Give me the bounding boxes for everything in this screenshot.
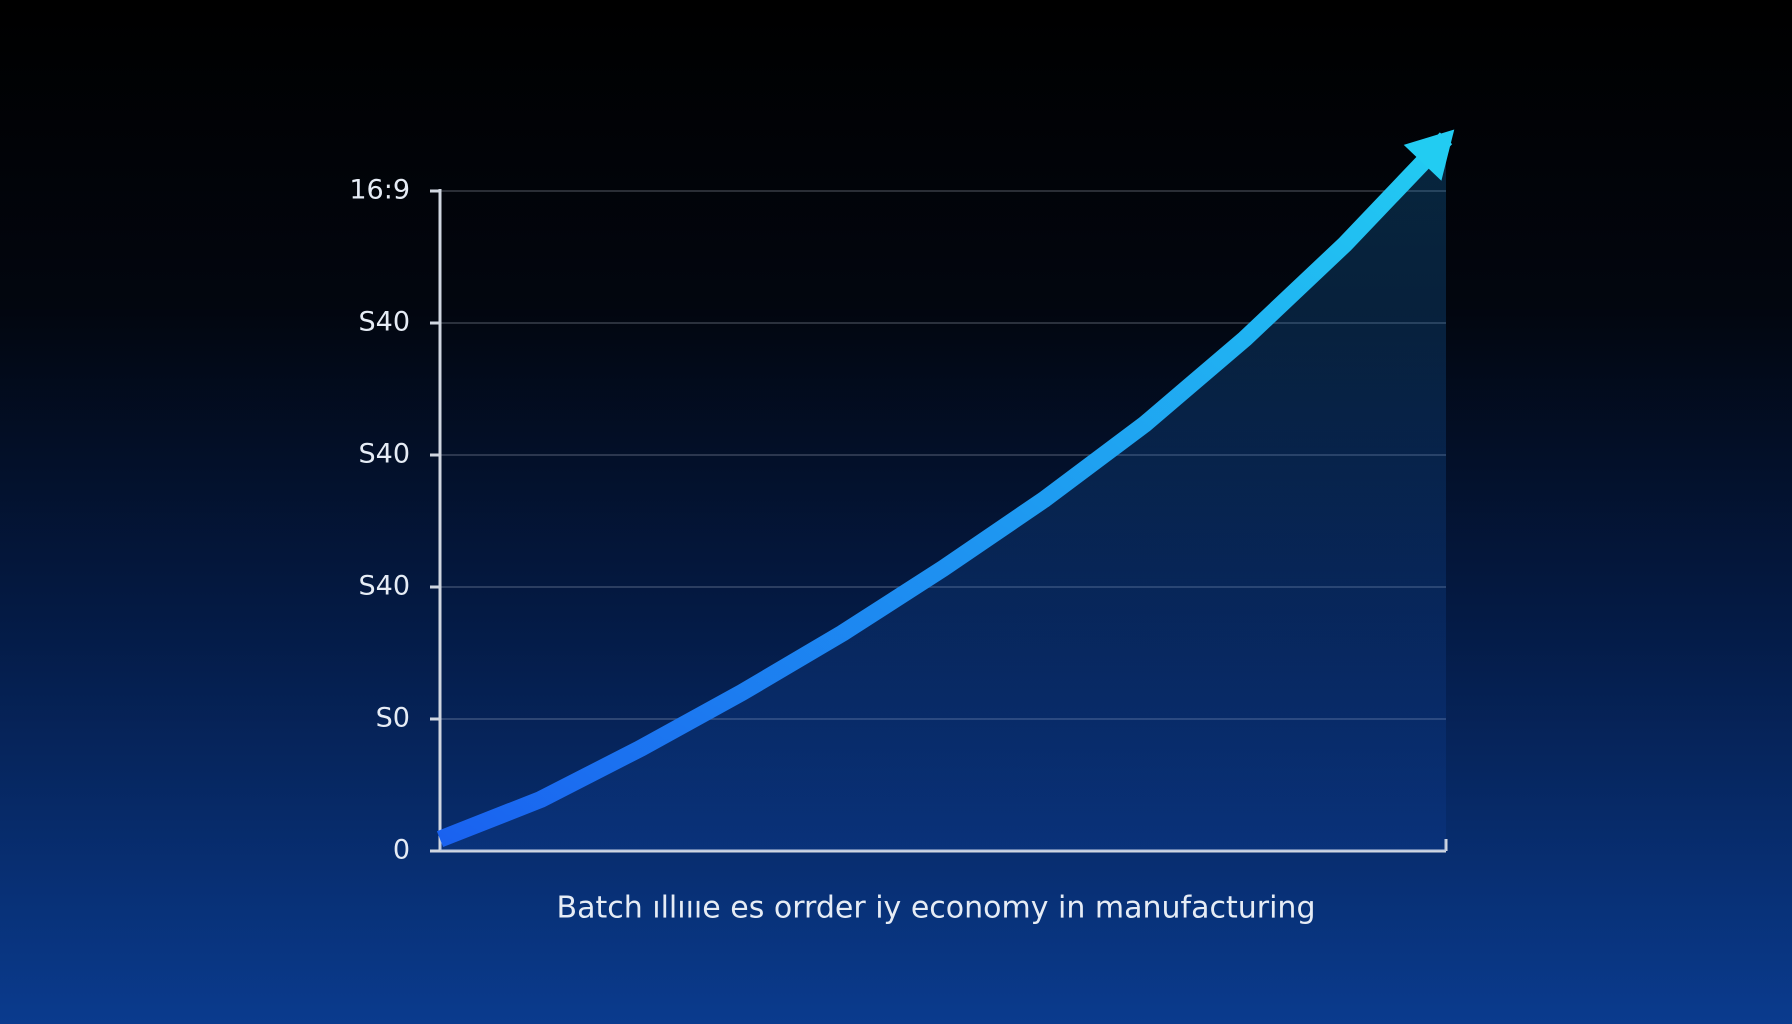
y-tick-label: 16:9 [349,175,410,206]
y-tick-label: S40 [359,571,411,602]
y-tick-label: 0 [393,835,410,866]
y-tick-label: S0 [376,703,410,734]
trend-line [436,132,1453,848]
y-tick-label: S40 [359,307,411,338]
x-axis-label: Batch ıllıııe es orrder iy economy in ma… [556,891,1315,926]
arrow-head [1403,129,1455,181]
y-tick-label: S40 [359,439,411,470]
area-fill [440,138,1446,851]
